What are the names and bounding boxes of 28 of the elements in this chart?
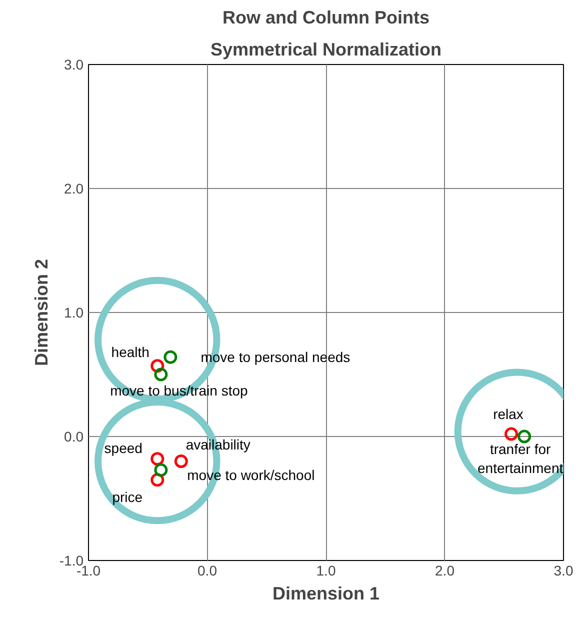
point xyxy=(518,430,532,444)
point xyxy=(154,463,168,477)
x-axis-title: Dimension 1 xyxy=(272,584,380,604)
x-tick-label: 1.0 xyxy=(316,562,336,578)
annotation: health xyxy=(111,344,150,360)
x-tick-label: 0.0 xyxy=(198,562,218,578)
annotation: price xyxy=(112,488,143,505)
point xyxy=(174,454,188,468)
annotation: move to bus/train stop xyxy=(110,382,248,398)
chart-title: Row and Column Points xyxy=(222,8,430,28)
x-tick-label: 3.0 xyxy=(554,562,574,578)
annotation: move to personal needs xyxy=(200,349,350,366)
y-tick-label: 1.0 xyxy=(64,304,84,320)
point xyxy=(154,368,168,382)
annotation: availability xyxy=(186,436,250,452)
point xyxy=(150,452,164,466)
y-axis-title: Dimension 2 xyxy=(31,258,52,366)
chart-subtitle: Symmetrical Normalization xyxy=(210,40,442,60)
x-tick-label: 2.0 xyxy=(435,562,455,578)
y-tick-label: 0.0 xyxy=(64,428,84,444)
y-tick-label: 3.0 xyxy=(64,56,84,72)
point xyxy=(164,350,178,364)
point xyxy=(504,427,518,441)
annotation: tranfer for entertainment xyxy=(478,440,564,476)
annotation: move to work/school xyxy=(187,466,315,483)
y-tick-label: 2.0 xyxy=(64,180,84,196)
annotation: relax xyxy=(493,406,524,422)
annotation: speed xyxy=(104,440,142,456)
